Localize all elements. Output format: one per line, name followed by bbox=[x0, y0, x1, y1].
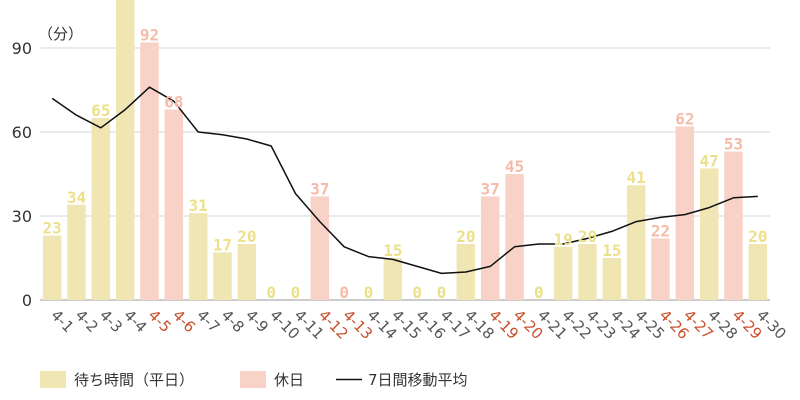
bar-4-22 bbox=[553, 246, 573, 300]
data-label-4-1: 23 bbox=[43, 219, 62, 238]
data-label-4-12: 37 bbox=[310, 179, 329, 198]
x-tick-label-4-3: 4-3 bbox=[96, 306, 126, 336]
data-label-4-23: 20 bbox=[578, 227, 597, 246]
data-label-4-14: 0 bbox=[364, 283, 374, 302]
bar-4-27 bbox=[675, 126, 695, 301]
moving-average-line bbox=[51, 86, 758, 275]
data-label-4-22: 19 bbox=[554, 230, 573, 249]
x-tick-label-4-1: 4-1 bbox=[47, 306, 77, 336]
bar-4-12 bbox=[310, 196, 330, 300]
x-tick-label-4-6: 4-6 bbox=[169, 306, 199, 336]
data-label-4-26: 22 bbox=[651, 221, 670, 240]
legend-label-average: 7日間移動平均 bbox=[368, 371, 468, 389]
data-label-4-5: 92 bbox=[140, 25, 159, 44]
bar-4-5 bbox=[140, 42, 159, 301]
bar-4-7 bbox=[188, 213, 208, 300]
legend-swatch-holiday bbox=[240, 371, 266, 388]
legend-swatch-weekday bbox=[40, 371, 66, 388]
x-tick-label-4-5: 4-5 bbox=[145, 306, 175, 336]
data-label-4-20: 45 bbox=[505, 157, 524, 176]
moving-average-polyline bbox=[51, 86, 758, 275]
x-tick-label-4-2: 4-2 bbox=[72, 306, 102, 336]
x-tick-label-4-7: 4-7 bbox=[193, 306, 223, 336]
data-label-4-29: 53 bbox=[724, 135, 743, 154]
bar-4-3 bbox=[91, 118, 111, 300]
legend-label-weekday: 待ち時間（平日） bbox=[74, 371, 194, 389]
data-label-4-6: 68 bbox=[164, 93, 183, 112]
legend-label-holiday: 休日 bbox=[274, 371, 304, 389]
data-label-4-2: 34 bbox=[67, 188, 86, 207]
data-label-4-13: 0 bbox=[339, 283, 349, 302]
bars bbox=[42, 0, 768, 301]
data-label-4-7: 31 bbox=[189, 196, 208, 215]
x-tick-label-4-8: 4-8 bbox=[218, 306, 248, 336]
y-tick-label-90: 90 bbox=[12, 39, 32, 58]
x-tick-label-4-4: 4-4 bbox=[120, 306, 150, 336]
bar-4-6 bbox=[164, 109, 184, 300]
bar-4-23 bbox=[578, 244, 597, 300]
bar-4-29 bbox=[724, 151, 743, 300]
bar-4-30 bbox=[748, 244, 768, 300]
data-label-4-30: 20 bbox=[748, 227, 767, 246]
y-tick-label-30: 30 bbox=[12, 207, 32, 226]
y-tick-label-60: 60 bbox=[12, 123, 32, 142]
data-label-4-17: 0 bbox=[437, 283, 447, 302]
data-label-4-11: 0 bbox=[291, 283, 301, 302]
data-label-4-15: 15 bbox=[383, 241, 402, 260]
data-label-4-25: 41 bbox=[627, 168, 646, 187]
bar-4-20 bbox=[505, 174, 524, 300]
data-label-4-16: 0 bbox=[412, 283, 422, 302]
data-label-4-9: 20 bbox=[237, 227, 256, 246]
bar-4-28 bbox=[699, 168, 719, 300]
data-label-4-21: 0 bbox=[534, 283, 544, 302]
bar-4-19 bbox=[480, 196, 500, 300]
y-axis-unit-label: （分） bbox=[38, 25, 83, 43]
bar-4-1 bbox=[42, 235, 62, 300]
data-label-4-8: 17 bbox=[213, 235, 232, 254]
data-label-4-27: 62 bbox=[675, 109, 694, 128]
bar-4-26 bbox=[651, 238, 670, 300]
x-tick-label-4-9: 4-9 bbox=[242, 306, 272, 336]
data-label-4-19: 37 bbox=[481, 179, 500, 198]
data-label-4-3: 65 bbox=[91, 101, 110, 120]
legend: 待ち時間（平日） 休日 7日間移動平均 bbox=[40, 371, 468, 389]
y-axis-ticks: 0 30 60 90 bbox=[12, 39, 32, 310]
bar-4-24 bbox=[602, 258, 622, 300]
data-label-4-24: 15 bbox=[602, 241, 621, 260]
bar-4-25 bbox=[626, 185, 646, 300]
grid-lines bbox=[40, 47, 770, 301]
x-axis-ticks: 4-14-24-34-44-54-64-74-84-94-104-114-124… bbox=[47, 306, 789, 343]
y-tick-label-0: 0 bbox=[22, 291, 32, 310]
data-label-4-28: 47 bbox=[700, 151, 719, 170]
data-label-4-18: 20 bbox=[456, 227, 475, 246]
bar-4-15 bbox=[383, 258, 403, 300]
bar-4-2 bbox=[67, 204, 86, 300]
data-label-4-10: 0 bbox=[266, 283, 276, 302]
bar-4-9 bbox=[237, 244, 257, 300]
bar-4-8 bbox=[213, 252, 232, 300]
bar-4-4 bbox=[115, 0, 135, 300]
